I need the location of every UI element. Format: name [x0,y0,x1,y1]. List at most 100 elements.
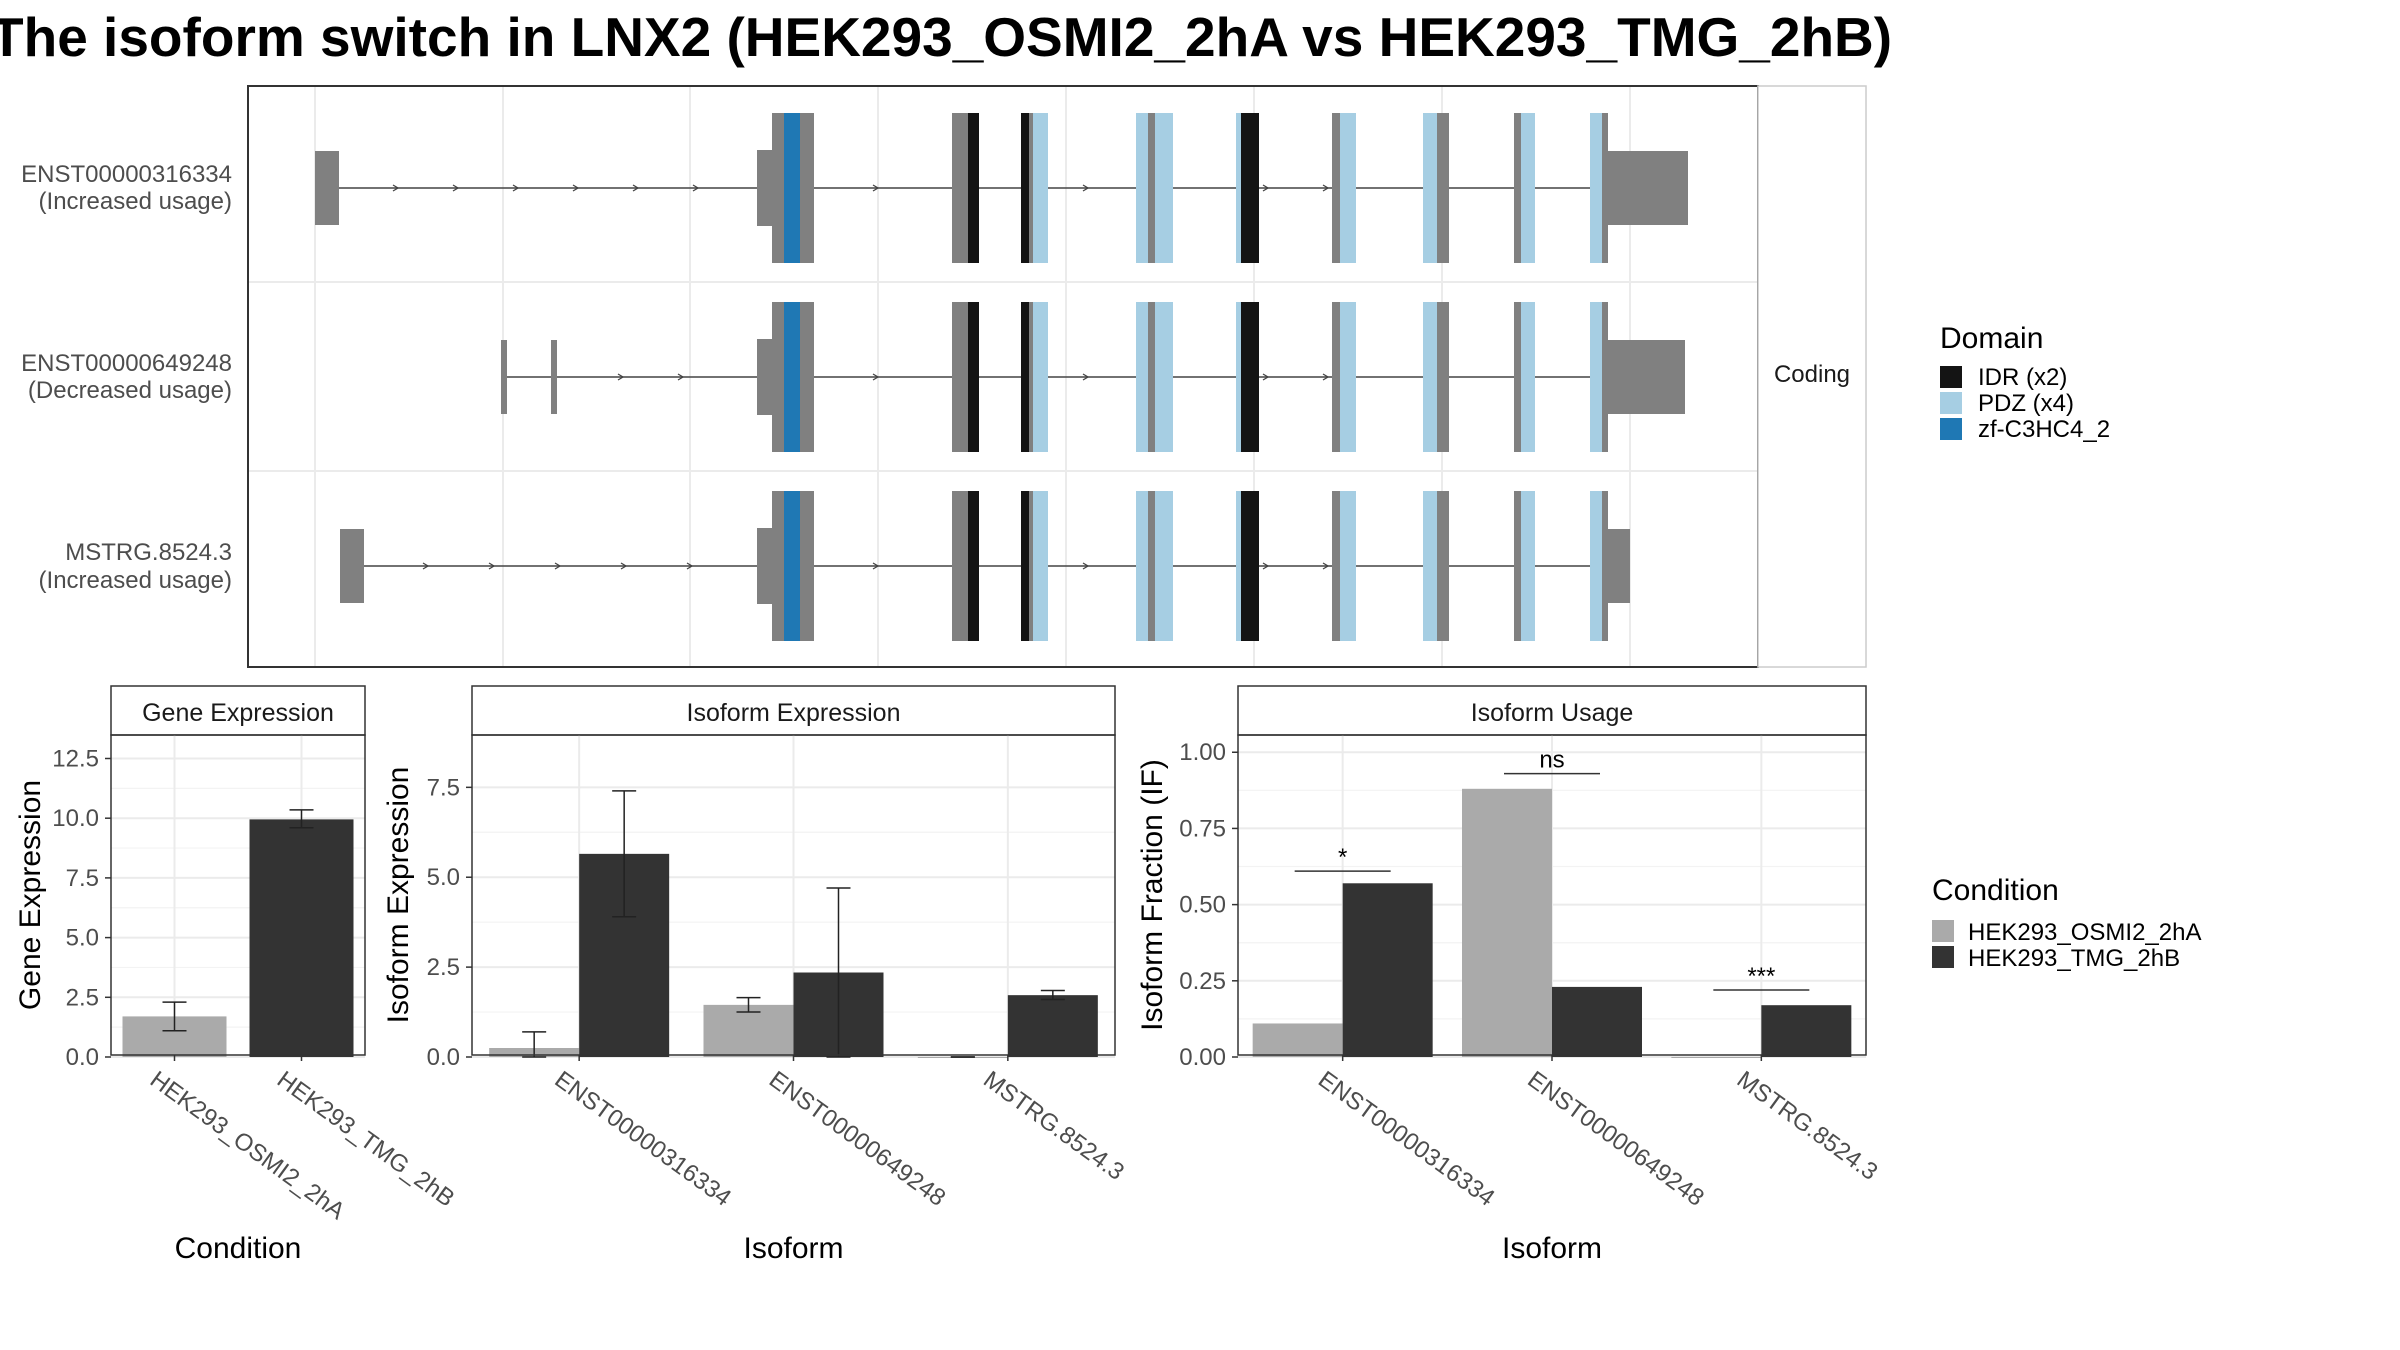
legend-label-pdz: PDZ (x4) [1978,390,2074,417]
strand-arrow-icon [1082,184,1090,192]
panel-border [110,734,366,1056]
bar-hek293_tmg_2hb-condition-b [249,819,354,1057]
transcript-tracks [315,113,1688,641]
exon-block [1602,302,1608,452]
pdz-domain-block [1033,491,1048,641]
y-axis-title: Gene Expression [14,780,47,1010]
panel-strip [110,685,366,736]
exon-block [1029,491,1033,641]
pdz-domain-block [1423,113,1437,263]
exon-block [1608,340,1685,414]
x-tick-label: MSTRG.8524.3 [978,1066,1129,1186]
exon-block [952,491,968,641]
znf-domain-block [784,302,800,452]
y-tick-label: 2.5 [66,984,99,1011]
strand-arrow-icon [422,562,430,570]
y-axis-title: Isoform Expression [382,767,415,1024]
exon-block [551,340,557,414]
exon-block [1514,491,1521,641]
strand-arrow-icon [1082,562,1090,570]
idr-domain-block [968,113,979,263]
exon-block [800,113,814,263]
structure-strip-label: Coding [1774,361,1850,388]
transcript-track-2 [501,302,1685,452]
exon-block [772,302,784,452]
exon-block [757,528,772,604]
legend-swatch-condition-a [1932,920,1954,942]
exon-block [1514,113,1521,263]
bar-mstrg.8524.3-condition-b [1761,1005,1852,1057]
isoform-usage-chart: Isoform Usage * ns *** 0.00 0.25 0.50 0.75 1.00 E… [1136,685,1883,1265]
exon-block [1602,113,1608,263]
exon-block [1332,491,1340,641]
exon-block [1437,491,1449,641]
y-tick-label: 0.75 [1179,815,1226,842]
exon-block [757,150,772,226]
transcript-status-3: (Increased usage) [39,567,232,594]
bar-enst00000649248-condition-b [1552,986,1642,1057]
transcript-name-2: ENST00000649248 [21,350,232,377]
exon-block [800,302,814,452]
idr-domain-block [968,302,979,452]
pdz-domain-block [1340,491,1356,641]
x-axis-title: Isoform [743,1232,843,1265]
y-tick-label: 12.5 [52,745,99,772]
strand-arrow-icon [686,562,694,570]
pdz-domain-block [1136,113,1148,263]
x-tick-label: MSTRG.8524.3 [1732,1066,1883,1186]
condition-legend-title: Condition [1932,874,2059,907]
exon-block [1148,491,1155,641]
legend-label-znf: zf-C3HC4_2 [1978,416,2110,443]
bar-enst00000316334-condition-a [1252,1023,1343,1057]
bar-enst00000649248-condition-a [1462,788,1552,1057]
strand-arrow-icon [1262,184,1270,192]
pdz-domain-block [1423,491,1437,641]
exon-block [1608,151,1688,225]
exon-block [952,302,968,452]
exon-block [772,491,784,641]
idr-domain-block [1021,491,1029,641]
idr-domain-block [1241,302,1259,452]
y-tick-label: 10.0 [52,805,99,832]
exon-block [1437,302,1449,452]
strand-arrow-icon [692,184,700,192]
y-tick-label: 1.00 [1179,739,1226,766]
strand-arrow-icon [677,373,685,381]
domain-legend: Domain IDR (x2) PDZ (x4) zf-C3HC4_2 [1940,322,2110,443]
legend-label-condition-a: HEK293_OSMI2_2hA [1968,919,2201,946]
legend-swatch-znf [1940,418,1962,440]
pdz-domain-block [1423,302,1437,452]
idr-domain-block [968,491,979,641]
znf-domain-block [784,491,800,641]
x-tick-label: ENST00000316334 [1313,1066,1499,1212]
x-axis-title: Isoform [1502,1232,1602,1265]
exon-block [1514,302,1521,452]
pdz-domain-block [1521,302,1535,452]
isoform-expression-chart: Isoform Expression 0.0 2.5 5.0 7.5 ENST000003… [382,685,1129,1265]
pdz-domain-block [1590,491,1602,641]
exon-block [1029,113,1033,263]
exon-block [800,491,814,641]
exon-block [1602,491,1608,641]
legend-label-condition-b: HEK293_TMG_2hB [1968,945,2180,972]
pdz-domain-block [1521,491,1535,641]
x-tick-label: ENST00000316334 [550,1066,736,1212]
exon-block [501,340,507,414]
idr-domain-block [1021,302,1029,452]
strand-arrow-icon [1082,373,1090,381]
exon-block [1332,113,1340,263]
strand-arrow-icon [1262,562,1270,570]
strand-arrow-icon [572,184,580,192]
pdz-domain-block [1033,113,1048,263]
x-tick-label: ENST00000649248 [1522,1066,1708,1212]
significance-label: *** [1747,963,1775,990]
panel-title: Gene Expression [142,699,334,727]
pdz-domain-block [1340,302,1356,452]
y-tick-label: 0.0 [66,1044,99,1071]
legend-swatch-condition-b [1932,946,1954,968]
pdz-domain-block [1033,302,1048,452]
condition-legend: Condition HEK293_OSMI2_2hA HEK293_TMG_2h… [1932,874,2201,972]
strand-arrow-icon [872,562,880,570]
strand-arrow-icon [452,184,460,192]
exon-block [1029,302,1033,452]
